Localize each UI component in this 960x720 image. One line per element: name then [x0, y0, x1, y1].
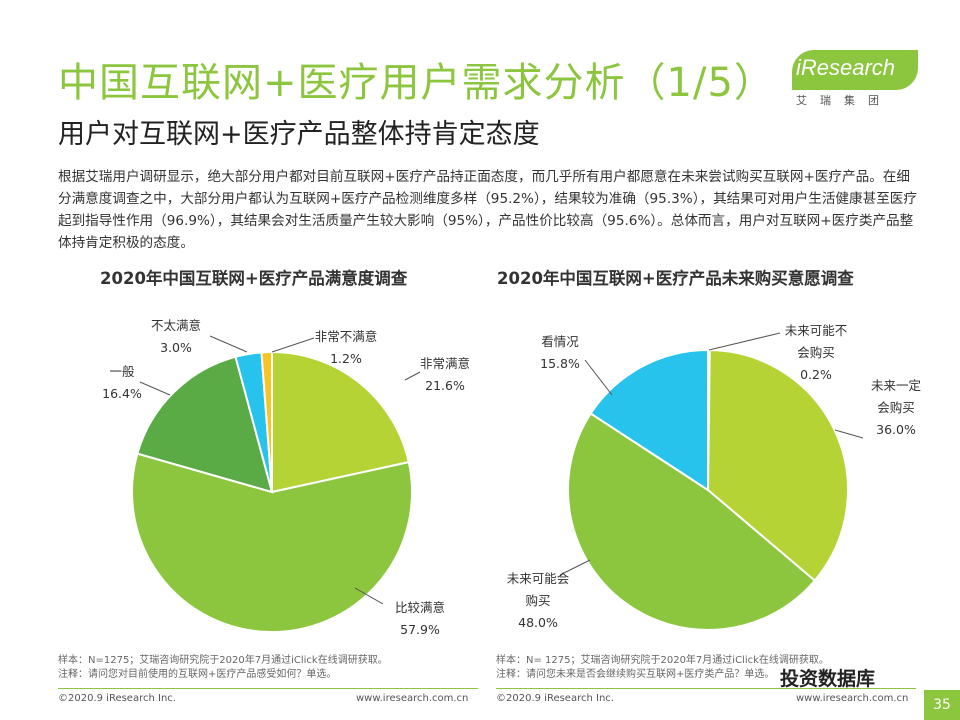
- description-paragraph: 根据艾瑞用户调研显示，绝大部分用户都对目前互联网+医疗产品持正面态度，而几乎所有…: [58, 169, 917, 251]
- watermark-text: 投资数据库: [780, 668, 876, 690]
- pie1-label-2: 一般: [109, 364, 135, 379]
- purchase-intent-chart-title: 2020年中国互联网+医疗产品未来购买意愿调查: [497, 269, 854, 288]
- pie2-value-3: 15.8%: [540, 356, 580, 371]
- page-number: 35: [924, 690, 960, 720]
- pie1-leader-0: [404, 371, 421, 381]
- iresearch-logo: iResearch 艾瑞集团: [792, 50, 922, 110]
- footer-divider-right: [496, 688, 916, 689]
- pie2-leader-0: [708, 332, 781, 351]
- pie1-label-3: 不太满意: [151, 318, 201, 333]
- right-sample-note: 样本：N= 1275；艾瑞咨询研究院于2020年7月通过iClick在线调研获取…: [496, 655, 829, 666]
- pie2-label-2: 未来可能会购买: [507, 571, 570, 608]
- pie1-value-1: 57.9%: [400, 622, 440, 637]
- pie2-slice-2: [567, 412, 817, 631]
- pie2-label-0: 未来可能不会购买: [785, 323, 848, 360]
- pie1-slice-0: [271, 350, 410, 494]
- pie1-leader-3: [209, 335, 248, 353]
- page-title: 中国互联网+医疗用户需求分析（1/5）: [58, 60, 775, 106]
- footer-divider-left: [58, 688, 478, 689]
- pie1-slice-2: [136, 355, 274, 494]
- logo-background: [792, 50, 918, 90]
- pie1-value-2: 16.4%: [102, 386, 142, 401]
- pie2-value-2: 48.0%: [518, 615, 558, 630]
- pie2-leader-1: [834, 429, 864, 439]
- pie1-value-3: 3.0%: [160, 340, 192, 355]
- pie1-leader-1: [354, 587, 384, 605]
- pie1-label-4: 非常不满意: [315, 329, 378, 344]
- page-subtitle: 用户对互联网+医疗产品整体持肯定态度: [58, 119, 540, 150]
- pie1-value-4: 1.2%: [330, 351, 362, 366]
- logo-subtext: 艾瑞集团: [796, 94, 892, 107]
- left-site: www.iresearch.com.cn: [356, 693, 469, 704]
- pie1-label-0: 非常满意: [420, 356, 470, 371]
- pie2-value-0: 0.2%: [800, 367, 832, 382]
- pie2-label-1: 未来一定会购买: [871, 378, 921, 415]
- pie2-label-3: 看情况: [541, 334, 579, 349]
- pie1-leader-2: [139, 381, 171, 396]
- left-sample-note: 样本：N=1275；艾瑞咨询研究院于2020年7月通过iClick在线调研获取。: [58, 655, 388, 666]
- pie2-slice-1: [706, 348, 849, 582]
- pie2-slice-3: [589, 348, 709, 492]
- pie1-slice-4: [260, 350, 273, 493]
- logo-text: iResearch: [796, 55, 896, 80]
- pie1-label-1: 比较满意: [395, 600, 445, 615]
- left-question-note: 注释：请问您对目前使用的互联网+医疗产品感受如何？单选。: [58, 669, 337, 680]
- pie1-slice-1: [131, 452, 413, 633]
- pie1-leader-4: [271, 337, 315, 353]
- pie2-leader-2: [559, 559, 591, 576]
- satisfaction-chart-title: 2020年中国互联网+医疗产品满意度调查: [100, 269, 408, 288]
- right-site: www.iresearch.com.cn: [796, 693, 909, 704]
- right-copyright: ©2020.9 iResearch Inc.: [496, 693, 614, 704]
- pie2-leader-3: [584, 359, 613, 396]
- pie1-value-0: 21.6%: [425, 378, 465, 393]
- left-copyright: ©2020.9 iResearch Inc.: [58, 693, 176, 704]
- pie2-value-1: 36.0%: [876, 422, 916, 437]
- right-question-note: 注释：请问您未来是否会继续购买互联网+医疗类产品？单选。: [496, 669, 775, 680]
